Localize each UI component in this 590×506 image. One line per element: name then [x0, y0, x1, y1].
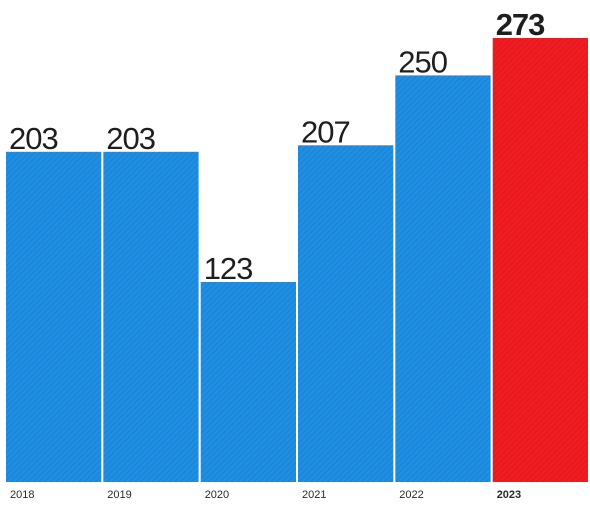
value-label-2018: 203: [9, 121, 58, 156]
bars-group: [6, 38, 588, 483]
value-labels-group: 203 203 123 207 250 273: [9, 7, 546, 286]
category-label-2019: 2019: [107, 489, 131, 501]
category-label-2020: 2020: [205, 489, 229, 501]
category-label-2023: 2023: [497, 489, 521, 501]
bar-2020: [200, 282, 296, 482]
bar-2022: [395, 75, 491, 483]
bar-2023: [492, 38, 588, 482]
value-label-2019: 203: [106, 121, 155, 156]
value-label-2021: 207: [301, 114, 350, 149]
value-label-2020: 123: [204, 251, 253, 286]
value-label-2022: 250: [398, 44, 447, 79]
category-label-2018: 2018: [10, 489, 34, 501]
bar-2018: [6, 151, 102, 483]
value-label-2023: 273: [496, 7, 545, 42]
bar-2021: [298, 145, 394, 483]
category-label-2022: 2022: [399, 489, 423, 501]
bar-2019: [103, 151, 199, 483]
category-label-2021: 2021: [302, 489, 326, 501]
category-labels-group: 2018 2019 2020 2021 2022 2023: [10, 489, 521, 501]
